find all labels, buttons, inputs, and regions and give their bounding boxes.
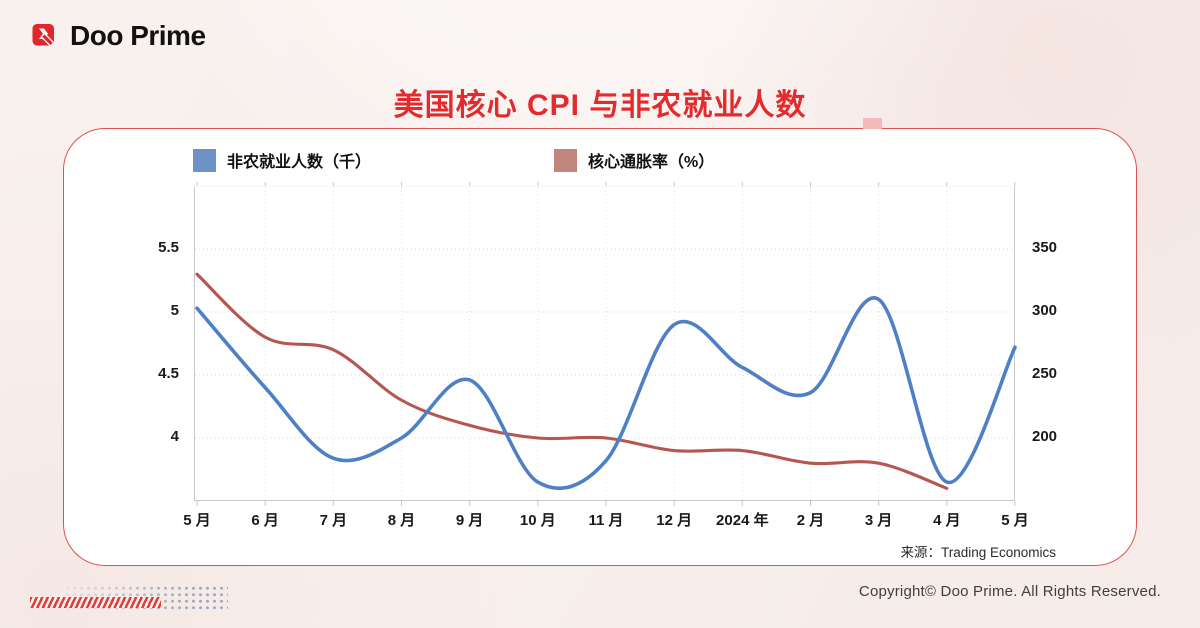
x-axis-label: 9 月 (455, 512, 484, 529)
brand-wordmark: Doo Prime (70, 20, 206, 51)
x-axis-label: 2024 年 (716, 512, 769, 529)
x-axis-label: 12 月 (656, 512, 693, 529)
striped-bar-decoration (30, 597, 161, 608)
x-axis-label: 11 月 (588, 512, 624, 529)
chart-plot-area: 5.5 5 4.5 4 350 300 250 200 5 月 6 月 7 月 8 月 9 月 10 月 1… (158, 182, 1057, 529)
x-axis-label: 4 月 (933, 512, 961, 529)
y-axis-label-right: 250 (1032, 365, 1058, 382)
y-axis-label-left: 4.5 (158, 365, 179, 382)
x-axis-label: 5 月 (183, 512, 211, 529)
legend-nonfarm-label: 非农就业人数（千） (227, 154, 372, 171)
doo-prime-logo: Doo Prime (32, 20, 206, 52)
y-axis-label-left: 5.5 (158, 239, 179, 256)
chart-card: 非农就业人数（千） 核心通胀率（%） 5.5 5 4.5 4 350 300 250 200 5… (63, 118, 1137, 566)
y-axis-label-right: 200 (1032, 428, 1058, 445)
y-axis-label-right: 350 (1032, 239, 1058, 256)
legend-cpi-swatch (554, 148, 577, 172)
y-axis-label-left: 5 (170, 302, 179, 319)
card-notch-decoration (863, 118, 882, 129)
x-axis-label: 10 月 (519, 512, 556, 529)
legend-cpi: 核心通胀率（%） (554, 148, 714, 172)
copyright-text: Copyright© Doo Prime. All Rights Reserve… (858, 583, 1161, 600)
chart-source: 来源：Trading Economics (900, 545, 1056, 560)
line-chart (194, 182, 1017, 506)
doo-prime-logo-icon (32, 24, 54, 47)
legend-cpi-label: 核心通胀率（%） (588, 154, 715, 171)
x-axis-label: 8 月 (387, 512, 416, 529)
x-axis-label: 3 月 (864, 512, 893, 529)
x-axis-label: 2 月 (796, 512, 825, 529)
page-title: 美国核心 CPI 与非农就业人数 (393, 89, 807, 122)
x-axis-label: 5 月 (1001, 512, 1029, 529)
y-axis-label-left: 4 (170, 428, 179, 445)
legend-nonfarm: 非农就业人数（千） (193, 148, 371, 172)
y-axis-label-right: 300 (1032, 302, 1058, 319)
legend-nonfarm-swatch (193, 148, 216, 172)
x-axis-label: 7 月 (319, 512, 348, 529)
x-axis-label: 6 月 (251, 512, 279, 529)
